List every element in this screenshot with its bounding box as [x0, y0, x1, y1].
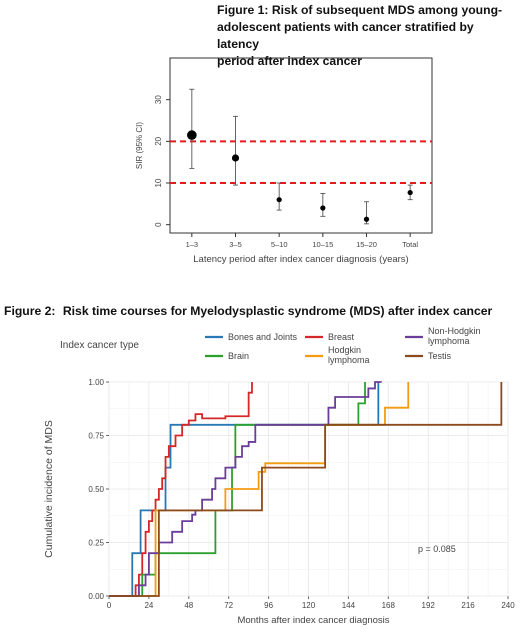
- series-line-testis: [109, 382, 503, 597]
- y-tick-label: 20: [154, 136, 163, 145]
- x-tick-label: 144: [342, 601, 356, 610]
- plot-frame: [169, 57, 433, 234]
- legend-label: Breast: [328, 332, 355, 342]
- x-tick-label: 96: [264, 601, 273, 610]
- figure2-title-text: Risk time courses for Myelodysplastic sy…: [62, 304, 493, 318]
- y-tick-label: 1.00: [88, 378, 104, 387]
- series-line-breast: [109, 382, 253, 597]
- legend-label: Non-Hodgkin lymphoma: [428, 326, 481, 346]
- y-tick-label: 10: [154, 178, 163, 187]
- p-value-label: p = 0.085: [418, 544, 456, 554]
- y-tick-label: 0.75: [88, 432, 104, 441]
- legend-title: Index cancer type: [60, 340, 139, 351]
- y-tick-label: 0: [154, 222, 163, 227]
- sir-point: [231, 154, 240, 162]
- x-tick-label: 10–15: [312, 240, 333, 249]
- legend-label: Bones and Joints: [228, 332, 298, 342]
- figure1-title-line: adolescent patients with cancer stratifi…: [217, 20, 474, 51]
- y-tick-label: 0.50: [88, 485, 104, 494]
- x-tick-label: 240: [501, 601, 515, 610]
- figure2-title-prefix: Figure 2:: [4, 304, 56, 318]
- x-tick-label: 120: [302, 601, 316, 610]
- figure1-sir-chart: 0 10 20 30 SIR (95% CI) 1–3 3–5 5–10 10–15 15–20 T…: [135, 57, 433, 265]
- sir-point: [187, 130, 197, 140]
- x-tick-label: 24: [144, 601, 153, 610]
- x-tick-label: Total: [402, 240, 418, 249]
- figure2-title: Figure 2: Risk time courses for Myelodys…: [4, 304, 516, 318]
- x-tick-label: 48: [184, 601, 193, 610]
- x-tick-label: 5–10: [271, 240, 288, 249]
- y-tick-label: 0.00: [88, 592, 104, 601]
- sir-point: [407, 189, 413, 196]
- x-tick-label: 192: [422, 601, 436, 610]
- x-tick-label: 1–3: [186, 240, 199, 249]
- x-axis-label: Months after index cancer diagnosis: [237, 615, 389, 626]
- figure1-title-line: Figure 1: Risk of subsequent MDS among y…: [217, 3, 503, 17]
- x-tick-label: 15–20: [356, 240, 377, 249]
- x-tick-label: 3–5: [229, 240, 242, 249]
- legend-label-line: Hodgkin: [328, 345, 361, 355]
- sir-point: [276, 197, 282, 203]
- x-tick-label: 216: [461, 601, 475, 610]
- y-tick-label: 0.25: [88, 539, 104, 548]
- legend-label-line: Non-Hodgkin: [428, 326, 481, 336]
- legend-label: Testis: [428, 351, 452, 361]
- x-tick-label: 0: [107, 601, 112, 610]
- sir-point: [363, 216, 370, 222]
- x-axis-label: Latency period after index cancer diagno…: [193, 254, 408, 265]
- x-tick-label: 72: [224, 601, 233, 610]
- legend-label-line: lymphoma: [428, 336, 470, 346]
- y-axis-label: Cumulative incidence of MDS: [43, 420, 55, 558]
- y-axis-label: SIR (95% CI): [135, 122, 144, 169]
- legend-label-line: lymphoma: [328, 355, 370, 365]
- x-tick-label: 168: [382, 601, 396, 610]
- legend-label: Hodgkin lymphoma: [328, 345, 370, 365]
- sir-point: [320, 205, 326, 211]
- legend-label: Brain: [228, 351, 249, 361]
- y-tick-label: 30: [154, 95, 163, 104]
